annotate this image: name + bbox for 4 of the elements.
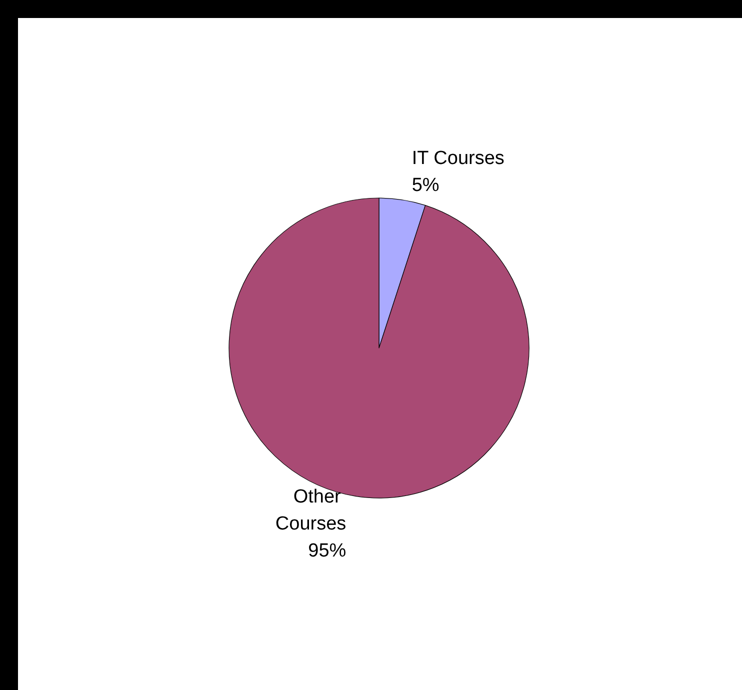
data-label: 95% (308, 540, 346, 562)
data-label: 5% (412, 175, 440, 196)
slice-label: Other Courses (275, 486, 346, 534)
slice-label: IT Courses (412, 148, 504, 170)
